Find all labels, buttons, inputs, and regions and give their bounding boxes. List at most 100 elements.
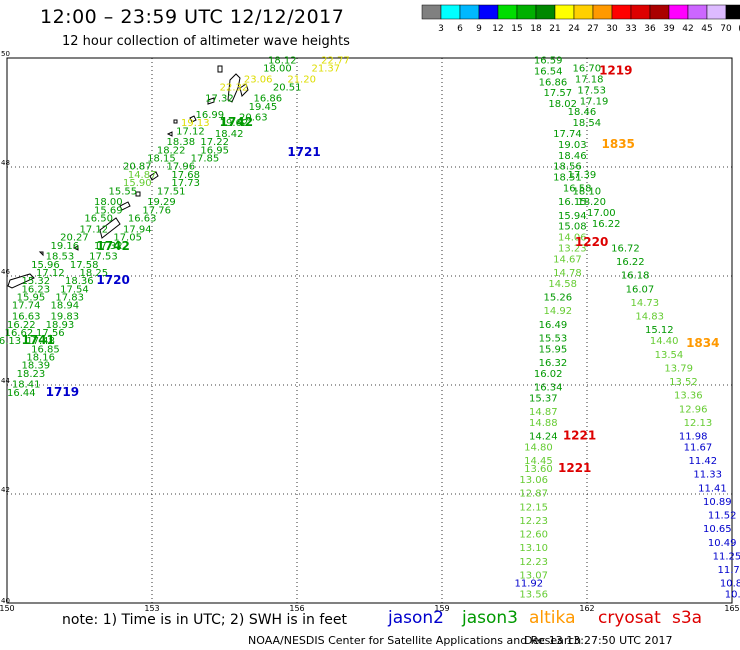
time-label: 1720 (96, 273, 129, 287)
wave-height-label: 15.90 (123, 178, 152, 189)
wave-height-label: 23.06 (244, 75, 273, 86)
x-tick-label: 153 (144, 604, 159, 613)
wave-height-label: 19.83 (51, 312, 80, 323)
colorbar-label: 9 (476, 24, 482, 34)
colorbar-label: 27 (587, 24, 598, 34)
note-text: note: 1) Time is in UTC; 2) SWH is in fe… (62, 612, 348, 628)
wave-height-label: 16.63 (128, 214, 157, 225)
wave-height-label: 16.62 (5, 328, 34, 339)
wave-height-label: 18.46 (568, 107, 597, 118)
wave-height-label: 16.95 (200, 145, 229, 156)
wave-height-label: 16.50 (84, 214, 113, 225)
colorbar-label: (ft) (738, 24, 740, 34)
wave-height-label: 10.65 (703, 524, 732, 535)
wave-height-label: 21.37 (312, 64, 341, 75)
wave-height-label: 13.54 (655, 350, 684, 361)
wave-height-label: 22.77 (321, 55, 350, 66)
wave-height-label: 11.67 (684, 442, 713, 453)
wave-height-label: 12.23 (519, 557, 548, 568)
wave-height-label: 17.57 (544, 88, 573, 99)
wave-height-label: 19.45 (249, 102, 278, 113)
wave-height-label: 12.87 (519, 489, 548, 500)
wave-height-label: 19.13 (181, 118, 210, 129)
wave-height-label: 16.34 (534, 382, 563, 393)
wave-height-label: 14.06 (558, 233, 587, 244)
wave-height-label: 18.22 (157, 145, 186, 156)
wave-height-label: 18.42 (215, 129, 244, 140)
wave-height-label: 15.26 (544, 293, 573, 304)
wave-height-label: 17.32 (94, 241, 123, 252)
wave-height-label: 17.48 (26, 336, 55, 347)
wave-height-label: 11.42 (689, 456, 718, 467)
wave-height-label: 11.71 (718, 565, 740, 576)
wave-height-label: 17.00 (587, 208, 616, 219)
wave-height-label: 17.12 (80, 224, 109, 235)
wave-height-label: 12.23 (519, 516, 548, 527)
wave-height-label: 10.80 (720, 579, 740, 590)
wave-height-label: 18.39 (22, 361, 51, 372)
wave-height-label: 16.18 (621, 271, 650, 282)
wave-height-label: 13.79 (664, 363, 693, 374)
wave-height-label: 15.32 (22, 276, 51, 287)
wave-height-label: 18.56 (553, 162, 582, 173)
colorbar-label: 18 (530, 24, 542, 34)
colorbar-swatch (725, 4, 740, 20)
colorbar-label: 70 (720, 24, 732, 34)
wave-height-label: 16.32 (539, 358, 568, 369)
wave-height-label: 20.63 (239, 113, 268, 124)
time-label: 1220 (575, 235, 608, 249)
wave-height-label: 18.00 (94, 197, 123, 208)
wave-height-label: 17.56 (36, 328, 65, 339)
wave-height-label: 11.92 (515, 579, 544, 590)
wave-height-label: 15.37 (529, 393, 558, 404)
wave-height-label: 13.07 (519, 570, 548, 581)
coastline (7, 273, 35, 289)
wave-height-label: 17.85 (191, 154, 220, 165)
wave-height-label: 18.38 (167, 137, 196, 148)
legend-jason2: jason2 (388, 608, 444, 628)
legend-altika: altika (529, 608, 576, 628)
wave-height-label: 19.62 (220, 118, 249, 129)
wave-height-label: 14.67 (553, 254, 582, 265)
wave-height-label: 16.54 (534, 66, 563, 77)
time-label: 1219 (599, 63, 632, 77)
wave-height-label: 16.63 (12, 312, 41, 323)
wave-height-label: 20.51 (273, 83, 302, 94)
coastline (135, 191, 141, 197)
wave-height-label: 17.19 (580, 96, 609, 107)
wave-height-label: 18.54 (573, 118, 602, 129)
time-label: 1835 (602, 137, 635, 151)
wave-height-label: 15.95 (17, 293, 46, 304)
wave-height-label: 18.15 (147, 154, 176, 165)
wave-height-label: 15.08 (558, 222, 587, 233)
wave-height-label: 18.36 (65, 276, 94, 287)
wave-height-label: 12.13 (684, 418, 713, 429)
time-label: 1721 (287, 145, 320, 159)
colorbar-label: 30 (606, 24, 618, 34)
colorbar-label: 15 (511, 24, 522, 34)
x-tick-label: 150 (0, 604, 15, 613)
wave-height-label: 16.02 (534, 369, 563, 380)
wave-height-label: 16.49 (539, 320, 568, 331)
y-tick-label: 40 (1, 597, 10, 605)
wave-height-label: 17.76 (142, 205, 171, 216)
wave-height-label: 16.85 (31, 344, 60, 355)
coastline (173, 119, 178, 124)
wave-height-label: 20.87 (123, 162, 152, 173)
wave-height-label: 12.96 (679, 404, 708, 415)
coastline (149, 171, 159, 181)
wave-height-label: 16.58 (563, 184, 592, 195)
colorbar-label: 6 (457, 24, 463, 34)
time-label: 1742 (96, 239, 129, 253)
wave-height-label: 17.83 (55, 293, 84, 304)
wave-height-label: 13.23 (558, 243, 587, 254)
wave-height-label: 17.51 (157, 186, 186, 197)
wave-height-label: 20.27 (60, 233, 89, 244)
wave-height-label: 16.13 (0, 336, 21, 347)
wave-height-label: 18.46 (558, 151, 587, 162)
wave-height-label: 18.41 (12, 380, 41, 391)
wave-height-label: 14.87 (128, 170, 157, 181)
colorbar-label: 42 (682, 24, 693, 34)
wave-height-label: 16.86 (254, 94, 283, 105)
wave-height-label: 18.25 (80, 268, 109, 279)
